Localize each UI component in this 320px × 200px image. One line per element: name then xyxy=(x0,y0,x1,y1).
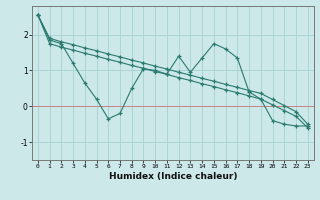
X-axis label: Humidex (Indice chaleur): Humidex (Indice chaleur) xyxy=(108,172,237,181)
